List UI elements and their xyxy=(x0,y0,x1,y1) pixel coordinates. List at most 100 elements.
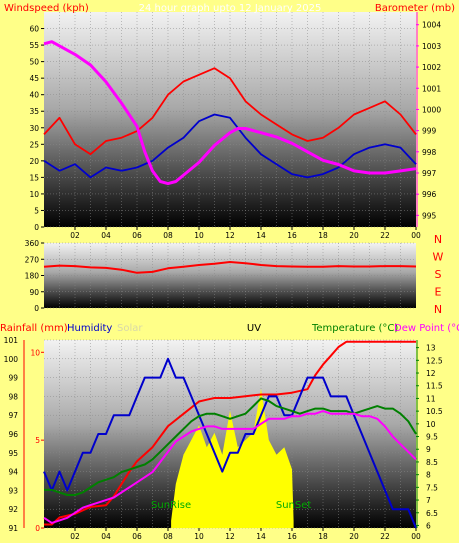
y-tick-label: 10 xyxy=(30,348,40,357)
x-tick-label: 14 xyxy=(256,532,266,541)
y-tick-label: 50 xyxy=(29,58,39,67)
wind-direction-axis-ticks: 0 90 180 270 360 xyxy=(25,239,44,313)
y-tick-label: 15 xyxy=(29,173,39,182)
x-tick-label: 08 xyxy=(163,532,173,541)
sunrise-label: SunRise xyxy=(151,500,191,511)
x-tick-label: 16 xyxy=(287,532,297,541)
y-tick-label: 94 xyxy=(8,468,18,477)
y-tick-label: 0 xyxy=(34,223,39,232)
y-tick-label: 90 xyxy=(29,288,39,297)
solar-label: Solar xyxy=(117,323,143,334)
y-tick-label: 9 xyxy=(426,445,431,454)
rainfall-line xyxy=(44,340,416,526)
wind-direction-grid xyxy=(44,242,416,309)
compass-label: N xyxy=(434,233,442,246)
windspeed-axis-ticks: 0 5 10 15 20 25 30 35 40 45 50 55 60 xyxy=(29,25,44,232)
y-tick-label: 8 xyxy=(426,471,431,480)
y-tick-label: 93 xyxy=(8,486,18,495)
x-tick-label: 18 xyxy=(318,532,328,541)
x-tick-label: 14 xyxy=(256,231,266,240)
y-tick-label: 7 xyxy=(426,496,431,505)
y-tick-label: 995 xyxy=(422,211,437,220)
y-tick-label: 9.5 xyxy=(426,433,438,442)
y-tick-label: 999 xyxy=(422,127,437,136)
uv-label: UV xyxy=(247,323,261,334)
y-tick-label: 998 xyxy=(422,148,437,157)
wind-speed-line xyxy=(43,113,417,179)
x-tick-label: 04 xyxy=(101,532,111,541)
x-tick-label: 06 xyxy=(132,231,142,240)
x-tick-label: 22 xyxy=(380,231,390,240)
y-tick-label: 96 xyxy=(8,430,18,439)
rain-temp-series xyxy=(43,340,417,529)
x-tick-label: 02 xyxy=(70,532,80,541)
x-tick-label: 02 xyxy=(70,231,80,240)
x-tick-label: 22 xyxy=(380,532,390,541)
y-tick-label: 997 xyxy=(422,169,437,178)
y-tick-label: 0 xyxy=(35,524,40,533)
x-tick-label: 06 xyxy=(132,532,142,541)
y-tick-label: 10 xyxy=(29,190,39,199)
y-tick-label: 12 xyxy=(426,369,436,378)
temperature-axis-label: Temperature (°C) xyxy=(311,323,398,334)
y-tick-label: 5 xyxy=(34,206,39,215)
y-tick-label: 20 xyxy=(29,157,39,166)
y-tick-label: 35 xyxy=(29,107,39,116)
y-tick-label: 40 xyxy=(29,91,39,100)
y-tick-label: 7.5 xyxy=(426,483,438,492)
wind-baro-plot-area xyxy=(44,12,416,227)
humidity-line xyxy=(43,357,417,529)
y-tick-label: 10 xyxy=(426,420,436,429)
x-tick-label: 00 xyxy=(411,532,421,541)
compass-label: E xyxy=(435,286,442,299)
y-tick-label: 12.5 xyxy=(426,356,443,365)
x-tick-label: 04 xyxy=(101,231,111,240)
sunset-label: SunSet xyxy=(276,500,312,511)
rainfall-axis-ticks: 0 5 10 xyxy=(30,348,44,533)
wind-direction-series xyxy=(43,261,417,274)
y-tick-label: 92 xyxy=(8,505,18,514)
x-tick-label: 12 xyxy=(225,532,235,541)
y-tick-label: 97 xyxy=(8,411,18,420)
barometer-line xyxy=(43,40,417,186)
x-tick-label: 20 xyxy=(349,532,359,541)
y-tick-label: 6 xyxy=(426,521,431,530)
y-tick-label: 98 xyxy=(8,392,18,401)
y-tick-label: 180 xyxy=(25,272,40,281)
y-tick-label: 45 xyxy=(29,74,39,83)
y-tick-label: 270 xyxy=(25,255,40,264)
compass-label: W xyxy=(433,251,444,264)
humidity-axis-ticks: 91 92 93 94 95 96 97 98 99 100 101 xyxy=(4,336,25,533)
x-tick-label: 08 xyxy=(163,231,173,240)
y-tick-label: 1003 xyxy=(422,42,441,51)
barometer-axis-label: Barometer (mb) xyxy=(375,3,455,14)
y-tick-label: 95 xyxy=(8,449,18,458)
y-tick-label: 13 xyxy=(426,344,436,353)
y-tick-label: 1001 xyxy=(422,84,441,93)
wind-baro-series xyxy=(43,40,417,186)
y-tick-label: 0 xyxy=(34,304,39,313)
dew-point-line xyxy=(43,410,417,524)
y-tick-label: 101 xyxy=(4,336,19,345)
wind-direction-line xyxy=(43,261,417,274)
dewpoint-axis-label: Dew Point (°C) xyxy=(394,323,459,334)
rain-temp-x-ticks: 02 04 06 08 10 12 14 16 18 20 22 00 xyxy=(70,528,421,541)
gust-line xyxy=(43,67,417,156)
y-tick-label: 55 xyxy=(29,41,39,50)
y-tick-label: 91 xyxy=(8,524,18,533)
y-tick-label: 100 xyxy=(4,355,19,364)
x-tick-label: 10 xyxy=(194,532,204,541)
y-tick-label: 11.5 xyxy=(426,382,443,391)
compass-label: S xyxy=(435,268,442,281)
y-tick-label: 60 xyxy=(29,25,39,34)
y-tick-label: 360 xyxy=(25,239,40,248)
y-tick-label: 25 xyxy=(29,140,39,149)
humidity-axis-label: Humidity xyxy=(67,323,112,334)
y-tick-label: 1000 xyxy=(422,105,441,114)
y-tick-label: 6.5 xyxy=(426,509,438,518)
y-tick-label: 99 xyxy=(8,374,18,383)
x-tick-label: 20 xyxy=(349,231,359,240)
